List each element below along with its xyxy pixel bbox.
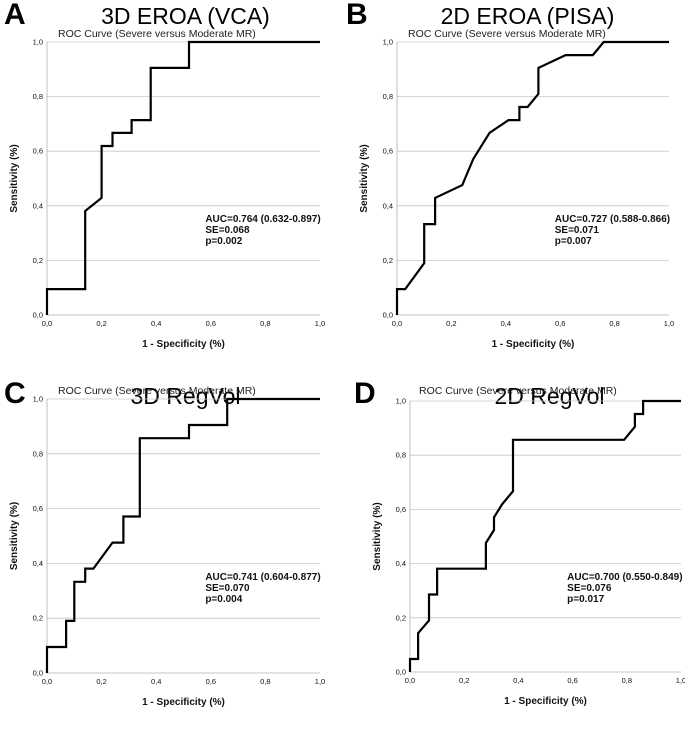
x-tick-label: 0,4 <box>513 676 523 685</box>
x-tick-label: 0,8 <box>260 677 270 686</box>
x-tick-label: 0,6 <box>206 677 216 686</box>
stat-annotation: p=0.002 <box>205 236 242 247</box>
x-tick-label: 1,0 <box>315 319 325 328</box>
y-axis-label: Sensitivity (%) <box>9 502 20 570</box>
y-tick-label: 0,0 <box>33 311 43 320</box>
y-tick-label: 0,8 <box>396 451 406 460</box>
y-tick-label: 0,6 <box>383 147 393 156</box>
y-axis-label: Sensitivity (%) <box>372 502 383 570</box>
x-tick-label: 0,0 <box>392 319 402 328</box>
y-tick-label: 0,2 <box>396 613 406 622</box>
y-tick-label: 0,0 <box>33 669 43 678</box>
stat-annotation: AUC=0.700 (0.550-0.849) <box>567 572 682 583</box>
roc-chart-svg: 0,0 0,2 0,4 0,6 0,8 1,0 0,0 0,2 0,4 0,6 0,8 1,0 ROC … <box>9 385 325 708</box>
x-axis-label: 1 - Specificity (%) <box>142 339 225 350</box>
y-tick-label: 0,0 <box>383 311 393 320</box>
panel-title: 2D EROA (PISA) <box>440 3 615 29</box>
x-tick-label: 0,8 <box>609 319 619 328</box>
y-tick-label: 1,0 <box>383 38 393 47</box>
panel-title: 2D RegVol <box>494 383 605 409</box>
x-tick-label: 0,4 <box>151 677 161 686</box>
x-axis-label: 1 - Specificity (%) <box>142 697 225 708</box>
x-tick-label: 0,2 <box>96 319 106 328</box>
x-tick-label: 0,8 <box>260 319 270 328</box>
roc-panel-d: D 2D RegVol 0,0 0,2 0,4 0,6 0,8 1,0 0,0 0,2 0,4 0… <box>342 364 685 733</box>
x-tick-label: 1,0 <box>664 319 674 328</box>
y-tick-label: 0,4 <box>33 201 43 210</box>
y-tick-label: 0,2 <box>33 256 43 265</box>
stat-annotation: SE=0.071 <box>555 225 600 236</box>
roc-curve-line <box>408 399 681 672</box>
x-tick-label: 0,0 <box>42 319 52 328</box>
stat-annotation: AUC=0.764 (0.632-0.897) <box>205 214 320 225</box>
roc-panel-c: C 3D RegVol 0,0 0,2 0,4 0,6 0,8 1,0 0,0 0,2 0,4 0… <box>0 364 342 733</box>
chart-subtitle: ROC Curve (Severe versus Moderate MR) <box>408 28 606 40</box>
x-tick-label: 0,2 <box>96 677 106 686</box>
roc-panel-b: B 2D EROA (PISA) 0,0 0,2 0,4 0,6 0,8 1,0 0,0 0,… <box>342 0 685 364</box>
x-tick-label: 1,0 <box>315 677 325 686</box>
stat-annotation: AUC=0.741 (0.604-0.877) <box>205 572 320 583</box>
stat-annotation: p=0.017 <box>567 594 604 605</box>
x-tick-label: 0,6 <box>567 676 577 685</box>
panel-letter: D <box>354 377 376 410</box>
stat-annotation: SE=0.076 <box>567 583 612 594</box>
panel-letter: A <box>4 0 26 31</box>
y-axis-label: Sensitivity (%) <box>9 144 20 212</box>
y-tick-label: 0,6 <box>396 505 406 514</box>
roc-panel-a: A 3D EROA (VCA) 0,0 0,2 0,4 0,6 0,8 1,0 0,0 0,2… <box>0 0 342 364</box>
y-tick-label: 1,0 <box>33 395 43 404</box>
x-tick-label: 0,2 <box>459 676 469 685</box>
y-tick-label: 1,0 <box>396 397 406 406</box>
y-tick-label: 0,4 <box>396 559 406 568</box>
y-tick-label: 0,8 <box>33 449 43 458</box>
y-tick-label: 0,8 <box>383 92 393 101</box>
stat-annotation: SE=0.068 <box>205 225 250 236</box>
x-tick-label: 0,8 <box>622 676 632 685</box>
stat-annotation: p=0.007 <box>555 236 592 247</box>
chart-subtitle: ROC Curve (Severe versus Moderate MR) <box>58 385 256 397</box>
x-tick-label: 0,4 <box>151 319 161 328</box>
stat-annotation: AUC=0.727 (0.588-0.866) <box>555 214 670 225</box>
x-tick-label: 0,6 <box>555 319 565 328</box>
chart-subtitle: ROC Curve (Severe versus Moderate MR) <box>419 385 617 397</box>
roc-curve-line <box>395 40 669 315</box>
roc-chart-svg: 0,0 0,2 0,4 0,6 0,8 1,0 0,0 0,2 0,4 0,6 0,8 1,0 ROC … <box>359 28 674 350</box>
roc-chart-svg: 0,0 0,2 0,4 0,6 0,8 1,0 0,0 0,2 0,4 0,6 0,8 1,0 ROC … <box>372 385 685 707</box>
y-tick-label: 0,6 <box>33 504 43 513</box>
chart-subtitle: ROC Curve (Severe versus Moderate MR) <box>58 28 256 40</box>
y-tick-label: 0,6 <box>33 147 43 156</box>
panel-title: 3D EROA (VCA) <box>101 3 270 29</box>
y-tick-label: 0,4 <box>383 201 393 210</box>
roc-curve-line <box>45 40 320 315</box>
x-tick-label: 0,2 <box>446 319 456 328</box>
y-tick-label: 1,0 <box>33 38 43 47</box>
panel-letter: B <box>346 0 368 31</box>
y-tick-label: 0,0 <box>396 668 406 677</box>
stat-annotation: SE=0.070 <box>205 583 250 594</box>
x-tick-label: 0,0 <box>405 676 415 685</box>
x-axis-label: 1 - Specificity (%) <box>504 696 587 707</box>
y-tick-label: 0,8 <box>33 92 43 101</box>
y-tick-label: 0,4 <box>33 559 43 568</box>
panel-title: 3D RegVol <box>130 383 241 409</box>
stat-annotation: p=0.004 <box>205 594 242 605</box>
roc-curve-line <box>45 397 320 673</box>
y-axis-label: Sensitivity (%) <box>359 144 370 212</box>
x-tick-label: 0,4 <box>501 319 511 328</box>
y-tick-label: 0,2 <box>33 614 43 623</box>
x-tick-label: 0,0 <box>42 677 52 686</box>
y-tick-label: 0,2 <box>383 256 393 265</box>
x-tick-label: 1,0 <box>676 676 685 685</box>
panel-letter: C <box>4 377 26 410</box>
x-tick-label: 0,6 <box>206 319 216 328</box>
roc-chart-svg: 0,0 0,2 0,4 0,6 0,8 1,0 0,0 0,2 0,4 0,6 0,8 1,0 ROC … <box>9 28 325 350</box>
x-axis-label: 1 - Specificity (%) <box>492 339 575 350</box>
